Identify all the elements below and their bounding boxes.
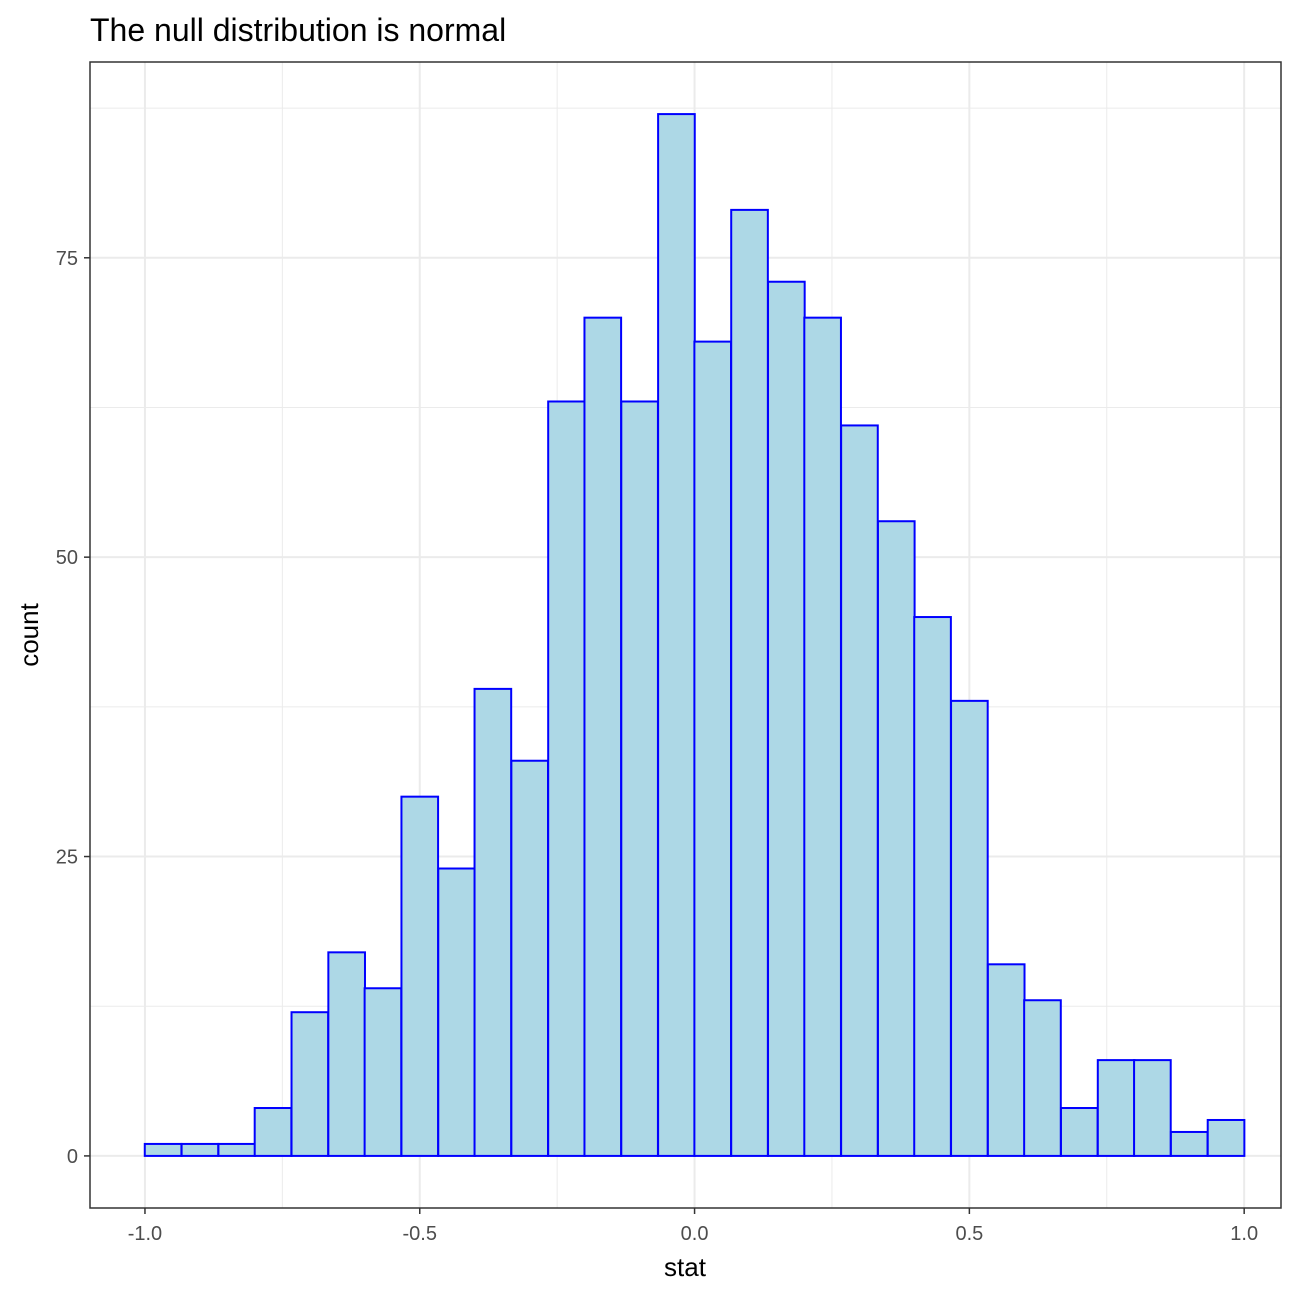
histogram-bar xyxy=(510,759,550,1157)
histogram-bar xyxy=(913,616,952,1157)
x-axis-title: stat xyxy=(664,1252,707,1282)
histogram-bar xyxy=(473,687,513,1157)
histogram-bar xyxy=(730,208,769,1157)
histogram-bar xyxy=(1059,1107,1099,1157)
histogram-bar xyxy=(583,316,623,1157)
histogram-bars xyxy=(143,113,1246,1157)
histogram-bar xyxy=(986,963,1026,1157)
x-tick-label: 0.5 xyxy=(955,1223,983,1245)
y-axis: 0 25 50 75 xyxy=(56,248,90,1168)
histogram-bar xyxy=(1023,999,1062,1157)
histogram-bar xyxy=(950,699,989,1157)
histogram-bar xyxy=(876,520,916,1157)
y-tick-label: 0 xyxy=(67,1146,78,1168)
y-tick-label: 75 xyxy=(56,248,78,270)
histogram-bar xyxy=(767,280,806,1157)
histogram-bar xyxy=(400,795,440,1157)
x-tick-label: 0.0 xyxy=(681,1223,709,1245)
histogram-bar xyxy=(1169,1130,1209,1157)
histogram-bar xyxy=(253,1107,293,1157)
histogram-bar xyxy=(180,1142,220,1157)
panel-border xyxy=(89,61,1282,1209)
histogram-bar xyxy=(1096,1059,1136,1157)
histogram-bar xyxy=(1206,1118,1246,1157)
histogram-bar xyxy=(143,1142,183,1157)
y-axis-title: count xyxy=(14,602,44,666)
x-tick-label: 1.0 xyxy=(1230,1223,1258,1245)
x-axis: -1.0 -0.5 0.0 0.5 1.0 xyxy=(128,1208,1258,1245)
histogram-bar xyxy=(693,340,733,1157)
chart-title: The null distribution is normal xyxy=(90,12,506,48)
histogram-bar xyxy=(547,400,586,1157)
x-tick-label: -0.5 xyxy=(403,1223,437,1245)
histogram-bar xyxy=(803,316,842,1157)
histogram-bar xyxy=(217,1142,257,1157)
histogram-bar xyxy=(363,987,403,1157)
x-tick-label: -1.0 xyxy=(128,1223,162,1245)
histogram-bar xyxy=(437,867,476,1157)
y-tick-label: 50 xyxy=(56,547,78,569)
histogram-bar xyxy=(840,424,879,1157)
y-tick-label: 25 xyxy=(56,847,78,869)
histogram-bar xyxy=(1133,1059,1172,1157)
histogram-bar xyxy=(327,951,366,1157)
histogram-bar xyxy=(657,113,696,1157)
histogram-bar xyxy=(620,400,659,1157)
histogram-bar xyxy=(290,1011,330,1157)
